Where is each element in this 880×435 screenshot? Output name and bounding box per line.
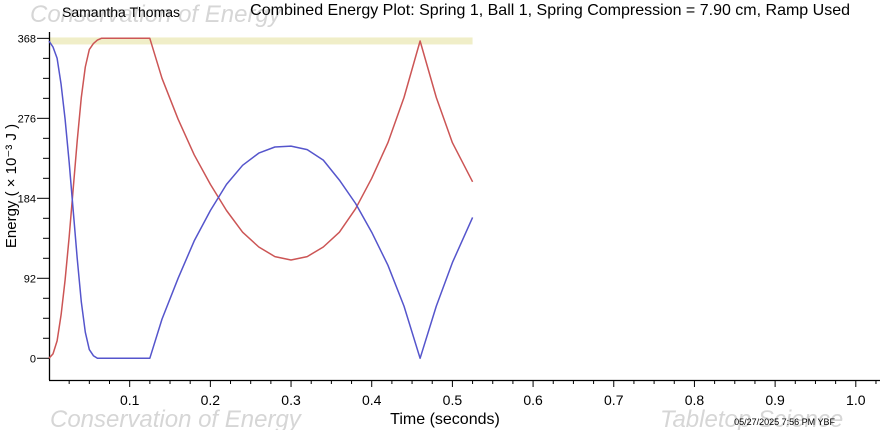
series-layer [48,37,474,360]
watermark-bottom-right: Tabletop Science [660,406,843,430]
x-tick-label: 0.1 [120,392,140,408]
y-tick-label: 92 [24,273,36,285]
x-tick-label: 1.0 [846,392,866,408]
x-tick-label: 0.8 [685,392,705,408]
y-axis-label: Energy ( × 10⁻³ J ) [3,124,20,248]
x-tick-label: 0.3 [281,392,301,408]
x-tick-label: 0.2 [201,392,221,408]
y-tick-label: 0 [30,353,36,365]
x-tick-label: 0.7 [604,392,624,408]
x-axis-label: Time (seconds) [390,411,500,428]
ticks: 0.1 0.2 0.3 0.4 0.5 0.6 0.7 0.8 0.9 1.0 0 92 184 276 3… [18,33,877,408]
watermark-top-left: Conservation of Energy [30,1,283,28]
y-tick-label: 276 [18,113,36,125]
x-tick-label: 0.9 [765,392,785,408]
y-tick-label: 368 [18,33,36,45]
axes [48,32,880,382]
series-line-1 [48,37,474,359]
total-energy-band [49,37,473,45]
watermark-bottom-left: Conservation of Energy [50,406,303,430]
x-tick-label: 0.6 [523,392,543,408]
total-energy-band-layer [49,37,473,45]
timestamp: 05/27/2025 7:56 PM YBF [734,417,835,427]
student-name: Samantha Thomas [62,4,180,20]
x-tick-label: 0.5 [443,392,463,408]
chart-title: Combined Energy Plot: Spring 1, Ball 1, … [250,2,850,19]
x-tick-label: 0.4 [362,392,382,408]
series-line-2 [48,40,474,360]
y-tick-label: 184 [18,193,36,205]
